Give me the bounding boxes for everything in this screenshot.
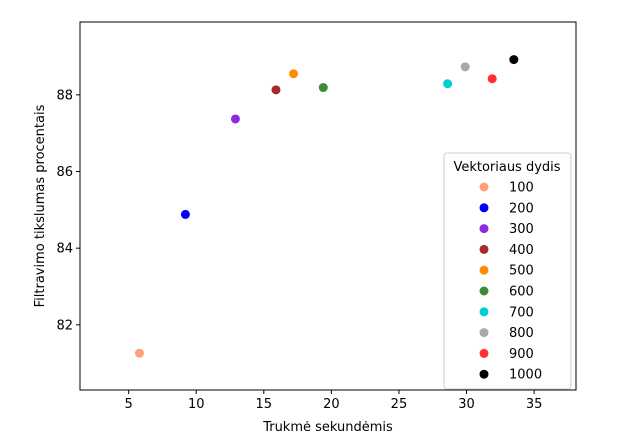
legend-marker-200 — [479, 203, 489, 213]
legend-marker-400 — [479, 244, 489, 254]
legend-marker-700 — [479, 307, 489, 317]
legend-label-300: 300 — [509, 222, 534, 237]
legend-label-600: 600 — [509, 285, 534, 300]
legend-label-700: 700 — [509, 305, 534, 320]
legend-label-400: 400 — [509, 243, 534, 258]
legend-label-100: 100 — [509, 181, 534, 196]
y-tick-label: 88 — [56, 88, 73, 103]
data-points — [134, 55, 519, 358]
legend-label-900: 900 — [509, 347, 534, 362]
x-tick-label: 10 — [188, 397, 205, 412]
legend-marker-300 — [479, 224, 489, 234]
x-tick-label: 30 — [458, 397, 475, 412]
y-tick-label: 82 — [56, 318, 73, 333]
y-tick-label: 86 — [56, 165, 73, 180]
plot-frame — [79, 21, 577, 391]
legend-title: Vektoriaus dydis — [453, 160, 560, 175]
data-point-500 — [289, 69, 299, 79]
x-axis: 5 10 15 20 25 30 35 — [125, 390, 543, 412]
x-tick-label: 20 — [323, 397, 340, 412]
data-point-900 — [487, 74, 497, 84]
legend-marker-600 — [479, 286, 489, 296]
data-point-600 — [318, 83, 328, 93]
legend-label-200: 200 — [509, 201, 534, 216]
y-axis-label: Filtravimo tikslumas procentais — [33, 104, 48, 307]
data-point-800 — [460, 62, 470, 72]
legend-marker-100 — [479, 182, 489, 192]
legend-label-500: 500 — [509, 264, 534, 279]
data-point-700 — [443, 79, 453, 89]
x-axis-label: Trukmė sekundėmis — [262, 420, 393, 435]
x-tick-label: 35 — [526, 397, 543, 412]
x-tick-label: 25 — [391, 397, 408, 412]
y-tick-label: 84 — [56, 242, 73, 257]
legend-box — [443, 152, 572, 390]
legend-marker-800 — [479, 328, 489, 338]
data-point-1000 — [509, 55, 519, 65]
y-axis: 82 84 86 88 — [56, 88, 80, 333]
data-point-300 — [230, 114, 240, 124]
data-point-200 — [180, 209, 190, 219]
x-tick-label: 5 — [125, 397, 133, 412]
legend-marker-900 — [479, 348, 489, 358]
x-tick-label: 15 — [256, 397, 273, 412]
data-point-400 — [271, 85, 281, 95]
legend-items: 100 200 300 400 500 600 700 800 900 1000 — [479, 181, 542, 383]
legend-marker-1000 — [479, 369, 489, 379]
data-point-100 — [134, 348, 144, 358]
legend-label-800: 800 — [509, 326, 534, 341]
legend-marker-500 — [479, 265, 489, 275]
legend-label-1000: 1000 — [509, 368, 542, 383]
legend: Vektoriaus dydis 100 200 300 400 500 600 700 80… — [443, 152, 572, 390]
